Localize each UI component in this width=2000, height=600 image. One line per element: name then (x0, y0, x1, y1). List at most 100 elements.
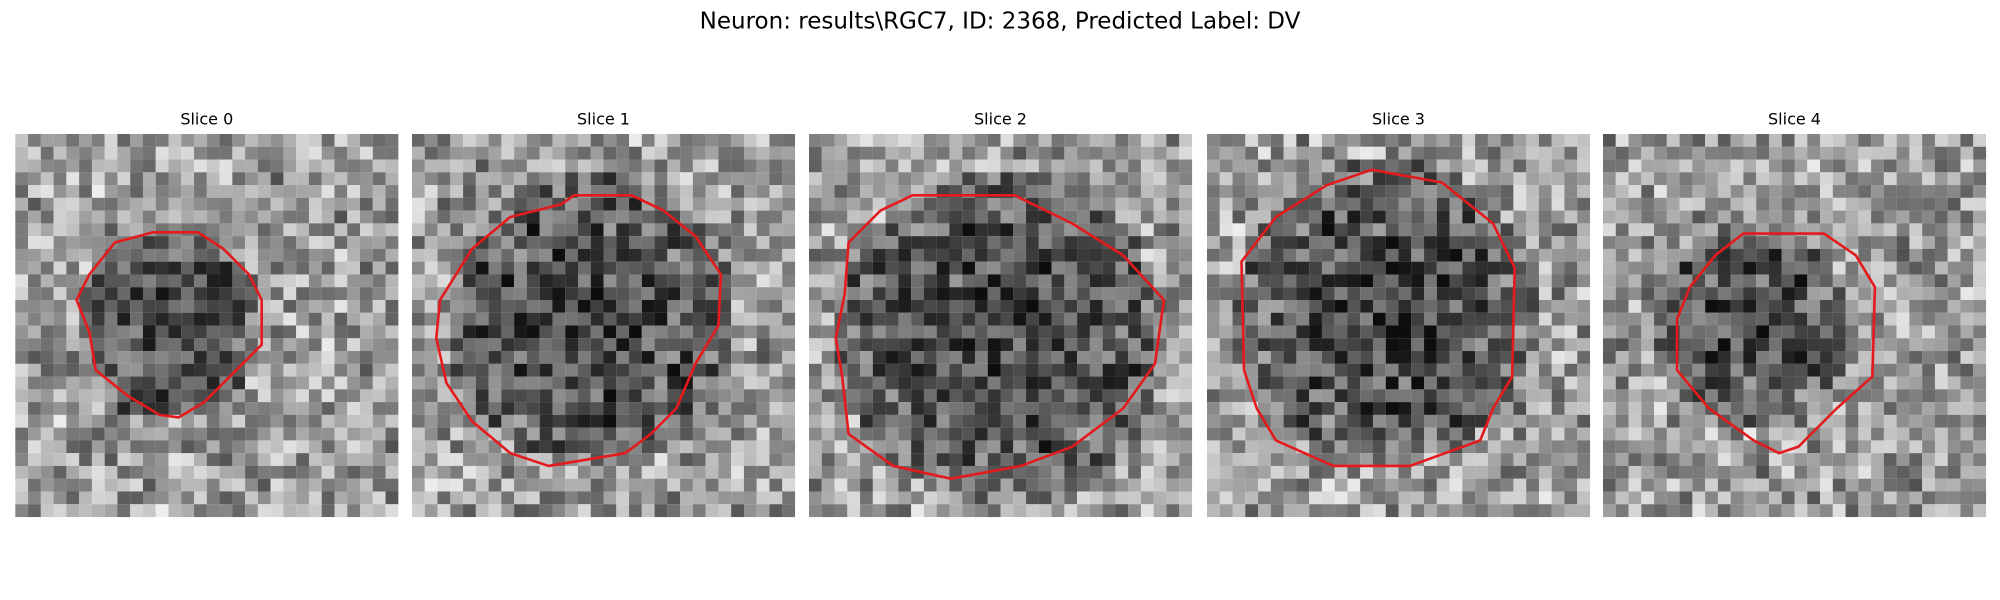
pixel (1026, 210, 1039, 224)
pixel (1321, 299, 1335, 313)
pixel (40, 248, 54, 262)
pixel (514, 299, 527, 313)
pixel (936, 312, 950, 326)
pixel (1089, 325, 1103, 339)
pixel (1896, 287, 1910, 301)
pixel (539, 287, 553, 301)
pixel (308, 223, 322, 237)
pixel (1026, 299, 1039, 313)
pixel (1077, 236, 1090, 249)
pixel (1820, 338, 1833, 352)
pixel (321, 363, 335, 377)
pixel (347, 134, 361, 147)
pixel (1372, 402, 1386, 415)
pixel (104, 338, 118, 352)
pixel (539, 261, 553, 275)
pixel (412, 351, 425, 364)
pixel (743, 338, 757, 352)
pixel (270, 248, 284, 262)
pixel (1717, 376, 1731, 390)
pixel (809, 146, 822, 160)
pixel (1692, 146, 1706, 160)
pixel (769, 427, 783, 441)
pixel (526, 325, 540, 339)
pixel (782, 351, 796, 364)
pixel (91, 197, 105, 211)
pixel (372, 210, 386, 224)
panel-title: Slice 1 (577, 110, 630, 129)
pixel (1245, 287, 1259, 301)
pixel (1768, 465, 1782, 479)
pixel (1743, 248, 1757, 262)
pixel (117, 287, 131, 301)
pixel (1615, 465, 1629, 479)
pixel (1603, 414, 1616, 428)
pixel (1064, 312, 1078, 326)
pixel (1077, 440, 1090, 454)
pixel (1334, 389, 1348, 403)
pixel (1577, 274, 1591, 288)
pixel (641, 363, 655, 377)
pixel (360, 197, 373, 211)
pixel (1153, 261, 1167, 275)
pixel (731, 465, 744, 479)
pixel (743, 172, 757, 186)
pixel (987, 146, 1001, 160)
pixel (334, 197, 348, 211)
pixel (1064, 325, 1078, 339)
pixel (1462, 185, 1476, 198)
pixel (667, 146, 681, 160)
pixel (1347, 402, 1361, 415)
pixel (245, 223, 258, 237)
pixel (412, 197, 425, 211)
pixel (385, 274, 399, 288)
pixel (1922, 440, 1935, 454)
pixel (1436, 299, 1450, 313)
pixel (641, 465, 655, 479)
pixel (577, 236, 591, 249)
pixel (718, 299, 732, 313)
pixel (769, 312, 783, 326)
pixel (53, 210, 67, 224)
pixel (232, 440, 246, 454)
pixel (1283, 236, 1297, 249)
pixel (1140, 491, 1154, 505)
pixel (590, 414, 604, 428)
pixel (1436, 351, 1450, 364)
pixel (1692, 440, 1706, 454)
pixel (130, 440, 144, 454)
pixel (1858, 389, 1872, 403)
pixel (821, 325, 835, 339)
pixel (130, 236, 144, 249)
pixel (641, 248, 655, 262)
pixel (219, 146, 233, 160)
pixel (1654, 325, 1667, 339)
pixel (1270, 325, 1284, 339)
pixel (424, 427, 438, 441)
pixel (1102, 351, 1116, 364)
pixel (245, 172, 258, 186)
pixel (488, 376, 502, 390)
pixel (1038, 312, 1052, 326)
pixel (756, 414, 770, 428)
pixel (1832, 223, 1846, 237)
pixel (1347, 414, 1361, 428)
pixel (936, 427, 950, 441)
pixel (1934, 338, 1948, 352)
pixel (66, 223, 80, 237)
pixel (1475, 185, 1488, 198)
pixel (1743, 134, 1757, 147)
pixel (1064, 376, 1078, 390)
pixel (1794, 427, 1808, 441)
pixel (1270, 402, 1284, 415)
pixel (1436, 223, 1450, 237)
pixel (194, 465, 207, 479)
pixel (1896, 223, 1910, 237)
pixel (1334, 363, 1348, 377)
pixel (731, 172, 744, 186)
pixel (501, 236, 515, 249)
pixel (1820, 236, 1833, 249)
pixel (1398, 248, 1412, 262)
pixel (1717, 478, 1731, 492)
pixel (809, 402, 822, 415)
